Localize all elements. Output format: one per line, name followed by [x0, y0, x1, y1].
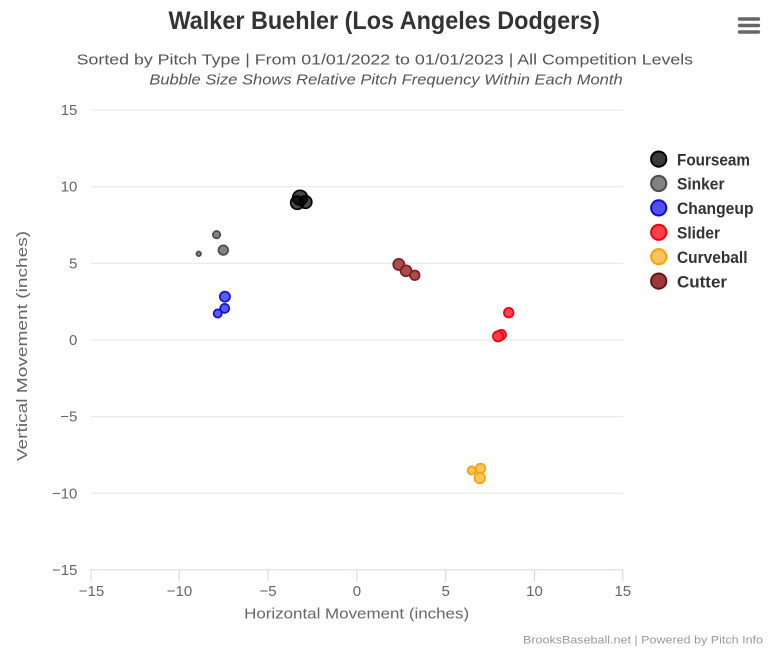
- svg-text:Changeup: Changeup: [677, 199, 754, 218]
- svg-text:Bubble Size Shows Relative Pit: Bubble Size Shows Relative Pitch Frequen…: [149, 72, 622, 89]
- svg-text:−15: −15: [79, 583, 104, 600]
- svg-text:Sorted by Pitch Type | From 01: Sorted by Pitch Type | From 01/01/2022 t…: [77, 52, 694, 69]
- svg-text:−15: −15: [52, 562, 77, 579]
- svg-text:Walker Buehler (Los Angeles Do: Walker Buehler (Los Angeles Dodgers): [169, 7, 601, 35]
- svg-text:Vertical Movement (inches): Vertical Movement (inches): [14, 231, 31, 461]
- svg-text:Slider: Slider: [677, 224, 720, 243]
- svg-text:15: 15: [614, 583, 631, 600]
- svg-text:0: 0: [353, 583, 361, 600]
- svg-text:BrooksBaseball.net | Powered b: BrooksBaseball.net | Powered by Pitch In…: [523, 635, 763, 647]
- svg-text:Cutter: Cutter: [677, 272, 727, 291]
- svg-text:5: 5: [442, 583, 450, 600]
- svg-text:Curveball: Curveball: [677, 248, 748, 267]
- svg-text:0: 0: [69, 332, 77, 349]
- svg-text:5: 5: [69, 255, 77, 272]
- svg-text:10: 10: [526, 583, 543, 600]
- svg-text:−10: −10: [167, 583, 192, 600]
- svg-text:Horizontal Movement (inches): Horizontal Movement (inches): [244, 605, 469, 622]
- svg-text:−5: −5: [259, 583, 276, 600]
- svg-text:15: 15: [61, 102, 78, 119]
- svg-text:Fourseam: Fourseam: [677, 150, 750, 169]
- svg-text:−5: −5: [60, 409, 77, 426]
- svg-text:−10: −10: [52, 485, 77, 502]
- svg-text:10: 10: [61, 179, 78, 196]
- svg-text:Sinker: Sinker: [677, 175, 725, 194]
